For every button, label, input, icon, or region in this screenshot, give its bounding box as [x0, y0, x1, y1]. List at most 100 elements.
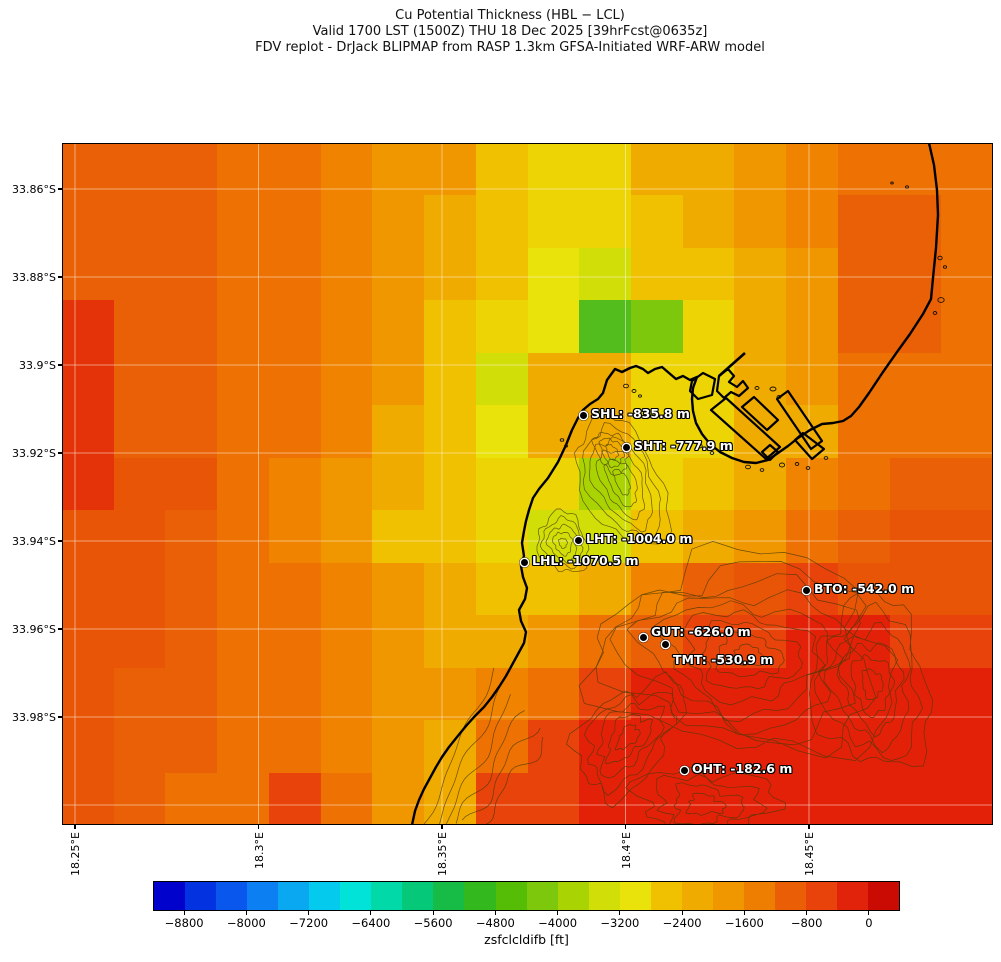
heatmap-cell [579, 300, 632, 354]
colorbar-segment [309, 882, 341, 910]
heatmap-cell [113, 195, 167, 249]
heatmap-cell [734, 772, 787, 825]
heatmap-cell [320, 772, 373, 825]
heatmap-cell [113, 143, 167, 197]
heatmap-cell [113, 772, 167, 825]
heatmap-cell [372, 667, 425, 721]
heatmap-cell [268, 720, 322, 774]
heatmap-cell [475, 247, 529, 301]
heatmap-cell [786, 720, 839, 774]
heatmap-cell [165, 720, 218, 774]
heatmap-cell [268, 195, 322, 249]
colorbar-segment [805, 882, 838, 910]
station-dot-gut [639, 633, 647, 641]
heatmap-cell [372, 300, 425, 354]
harbour-dock-1 [709, 396, 782, 461]
heatmap-cell [837, 457, 891, 511]
heatmap-cell [630, 510, 684, 564]
heatmap-cell [320, 615, 373, 669]
heatmap-cell [62, 615, 115, 669]
harbour-dock-1-step [760, 443, 780, 462]
colorbar-tick-label: −8000 [226, 916, 266, 930]
heatmap-cell [941, 143, 993, 197]
heatmap-cell [113, 720, 167, 774]
heatmap-cell [372, 615, 425, 669]
heatmap-cell [527, 352, 580, 406]
heatmap-cell [372, 562, 425, 616]
heatmap-cell [113, 615, 167, 669]
heatmap-cell [372, 352, 425, 406]
heatmap-cell [320, 143, 373, 197]
islet-outline [942, 265, 948, 269]
heatmap-cell [475, 510, 529, 564]
islet-outline [769, 386, 777, 392]
heatmap-cell [786, 300, 839, 354]
heatmap-cell [941, 720, 993, 774]
x-tick-label: 18.35°E [436, 832, 449, 876]
heatmap-cell [734, 562, 787, 616]
heatmap-cell [941, 667, 993, 721]
islet-outline [745, 464, 751, 470]
colorbar-tick-label: −8800 [164, 916, 204, 930]
heatmap-cell [630, 405, 684, 459]
heatmap-cell [734, 195, 787, 249]
heatmap-cell [475, 300, 529, 354]
heatmap-cell [941, 772, 993, 825]
heatmap-cell [475, 615, 529, 669]
heatmap-cell [837, 300, 891, 354]
islet-outline [623, 383, 629, 389]
colorbar-tick-label: −4000 [538, 916, 578, 930]
heatmap-cell [62, 720, 115, 774]
heatmap-cell [527, 247, 580, 301]
heatmap-cell [165, 667, 218, 721]
heatmap-cell [424, 615, 477, 669]
heatmap-cell [475, 457, 529, 511]
heatmap-cell [527, 562, 580, 616]
colorbar-segment [526, 882, 558, 910]
station-label-bto: BTO: -542.0 m [814, 581, 915, 596]
heatmap-cell [165, 405, 218, 459]
heatmap-cell [889, 720, 942, 774]
heatmap-cell [889, 352, 942, 406]
heatmap-cell [786, 352, 839, 406]
heatmap-cell [424, 247, 477, 301]
heatmap-cell [217, 300, 270, 354]
heatmap-cell [165, 510, 218, 564]
heatmap-cell [889, 772, 942, 825]
heatmap-cell [372, 195, 425, 249]
heatmap-cell [268, 405, 322, 459]
heatmap-cell [941, 247, 993, 301]
heatmap-cell [424, 562, 477, 616]
heatmap-cell [579, 615, 632, 669]
islet-outline [937, 297, 945, 303]
station-dot-lht [574, 536, 582, 544]
heatmap-cell [113, 352, 167, 406]
heatmap-cell [527, 720, 580, 774]
y-tick-mark [58, 364, 62, 366]
heatmap-cell [424, 667, 477, 721]
heatmap-cell [217, 405, 270, 459]
colorbar-tick-mark [494, 911, 496, 915]
map-overlay-layer [62, 143, 993, 825]
heatmap-cell [527, 300, 580, 354]
colorbar-segment [743, 882, 775, 910]
colorbar-segment [837, 882, 869, 910]
heatmap-cell [682, 667, 735, 721]
colorbar-tick-label: −6400 [351, 916, 391, 930]
heatmap-cell [889, 457, 942, 511]
heatmap-cell [837, 143, 891, 197]
islet-outline [778, 462, 786, 468]
harbour-basin [688, 371, 717, 401]
station-label-tmt: TMT: -530.9 m [673, 652, 774, 667]
heatmap-cell [475, 352, 529, 406]
station-dot-bto [802, 586, 810, 594]
heatmap-cell [630, 457, 684, 511]
heatmap-cell [268, 562, 322, 616]
heatmap-cell [941, 405, 993, 459]
heatmap-cell [165, 562, 218, 616]
heatmap-cell [424, 405, 477, 459]
heatmap-cell [268, 667, 322, 721]
heatmap-cell [630, 143, 684, 197]
colorbar [153, 881, 900, 911]
heatmap-cell [113, 405, 167, 459]
